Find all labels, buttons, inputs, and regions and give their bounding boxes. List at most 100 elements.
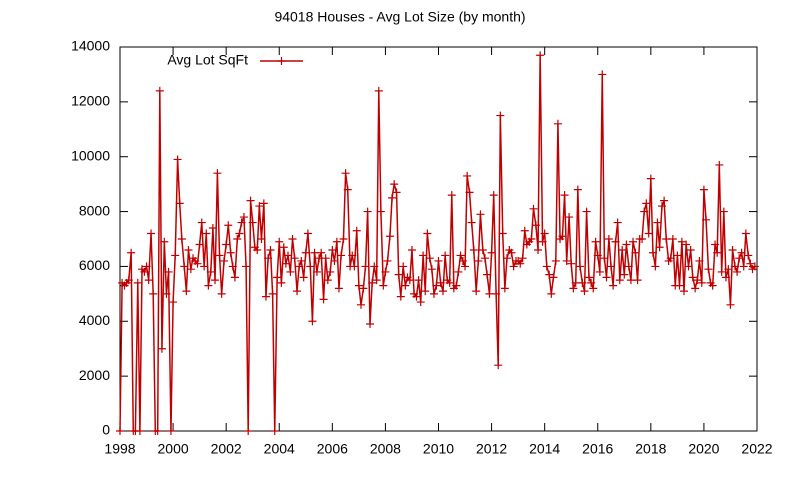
data-point xyxy=(133,278,142,287)
data-point xyxy=(538,237,547,246)
data-point xyxy=(147,229,156,238)
data-point xyxy=(394,270,403,279)
data-point xyxy=(713,248,722,257)
data-point xyxy=(575,262,584,271)
data-point xyxy=(684,262,693,271)
data-point xyxy=(171,251,180,260)
data-point xyxy=(299,273,308,282)
data-point xyxy=(264,254,273,263)
x-tick-label: 2004 xyxy=(264,441,295,457)
data-point xyxy=(317,248,326,257)
data-point xyxy=(419,251,428,260)
data-point xyxy=(726,300,735,309)
data-point xyxy=(416,298,425,307)
data-point xyxy=(206,267,215,276)
legend-marker xyxy=(277,57,286,65)
data-point xyxy=(666,254,675,263)
data-point xyxy=(540,229,549,238)
data-point xyxy=(334,284,343,293)
data-point xyxy=(573,185,582,194)
data-point xyxy=(735,254,744,263)
data-point xyxy=(602,273,611,282)
data-point xyxy=(688,273,697,282)
data-point xyxy=(368,278,377,287)
data-point xyxy=(458,256,467,265)
data-point xyxy=(414,276,423,285)
data-point xyxy=(153,427,162,435)
data-point xyxy=(248,218,257,227)
data-point xyxy=(536,51,545,60)
data-point xyxy=(286,267,295,276)
data-point xyxy=(339,235,348,243)
data-point xyxy=(474,256,483,265)
data-point xyxy=(724,265,733,274)
data-point xyxy=(366,320,375,329)
data-point xyxy=(237,218,246,227)
data-point xyxy=(175,199,184,208)
data-point xyxy=(356,300,365,309)
data-point xyxy=(144,276,153,285)
data-point xyxy=(494,361,503,370)
data-point xyxy=(456,251,465,260)
data-point xyxy=(492,289,501,298)
data-point xyxy=(560,191,569,200)
x-tick-label: 2006 xyxy=(317,441,348,457)
data-point xyxy=(693,276,702,285)
data-point xyxy=(600,254,609,263)
data-point xyxy=(321,254,330,263)
data-point xyxy=(246,196,255,205)
data-point xyxy=(436,278,445,287)
data-point xyxy=(620,270,629,279)
data-point xyxy=(270,427,279,435)
data-point xyxy=(518,254,527,263)
data-point xyxy=(376,207,385,216)
data-point xyxy=(308,317,317,326)
data-point xyxy=(259,199,268,208)
data-point xyxy=(290,254,299,263)
data-point xyxy=(509,262,518,271)
data-point xyxy=(715,160,724,169)
data-point xyxy=(618,245,627,254)
data-point xyxy=(461,262,470,271)
data-point xyxy=(569,284,578,293)
data-point xyxy=(162,289,171,298)
data-point xyxy=(565,213,574,222)
data-point xyxy=(284,251,293,260)
data-point xyxy=(166,427,175,435)
data-point xyxy=(699,185,708,194)
data-point xyxy=(383,256,392,265)
data-point xyxy=(593,251,602,260)
data-point xyxy=(496,111,505,120)
data-point xyxy=(372,276,381,285)
x-tick-label: 2022 xyxy=(741,441,772,457)
data-point xyxy=(281,259,290,268)
data-point xyxy=(454,267,463,276)
data-point xyxy=(728,245,737,254)
data-point xyxy=(399,262,408,271)
data-point xyxy=(516,259,525,268)
data-point xyxy=(328,245,337,254)
data-point xyxy=(215,251,224,260)
data-point xyxy=(697,278,706,287)
data-point xyxy=(354,281,363,290)
data-point xyxy=(719,207,728,216)
data-point xyxy=(277,278,286,287)
data-point xyxy=(558,232,567,241)
data-point xyxy=(682,240,691,249)
data-point xyxy=(242,262,251,271)
y-tick-label: 6000 xyxy=(79,257,110,273)
data-point xyxy=(228,262,237,271)
data-point xyxy=(746,259,755,268)
data-point xyxy=(660,196,669,205)
data-point xyxy=(343,185,352,194)
data-point xyxy=(303,229,312,238)
data-point xyxy=(157,344,166,353)
data-point xyxy=(668,235,677,243)
data-point xyxy=(255,202,264,211)
data-point xyxy=(184,245,193,254)
data-point xyxy=(140,267,149,276)
data-point xyxy=(624,262,633,271)
data-point xyxy=(615,276,624,285)
data-point xyxy=(648,248,657,257)
data-point xyxy=(432,281,441,290)
